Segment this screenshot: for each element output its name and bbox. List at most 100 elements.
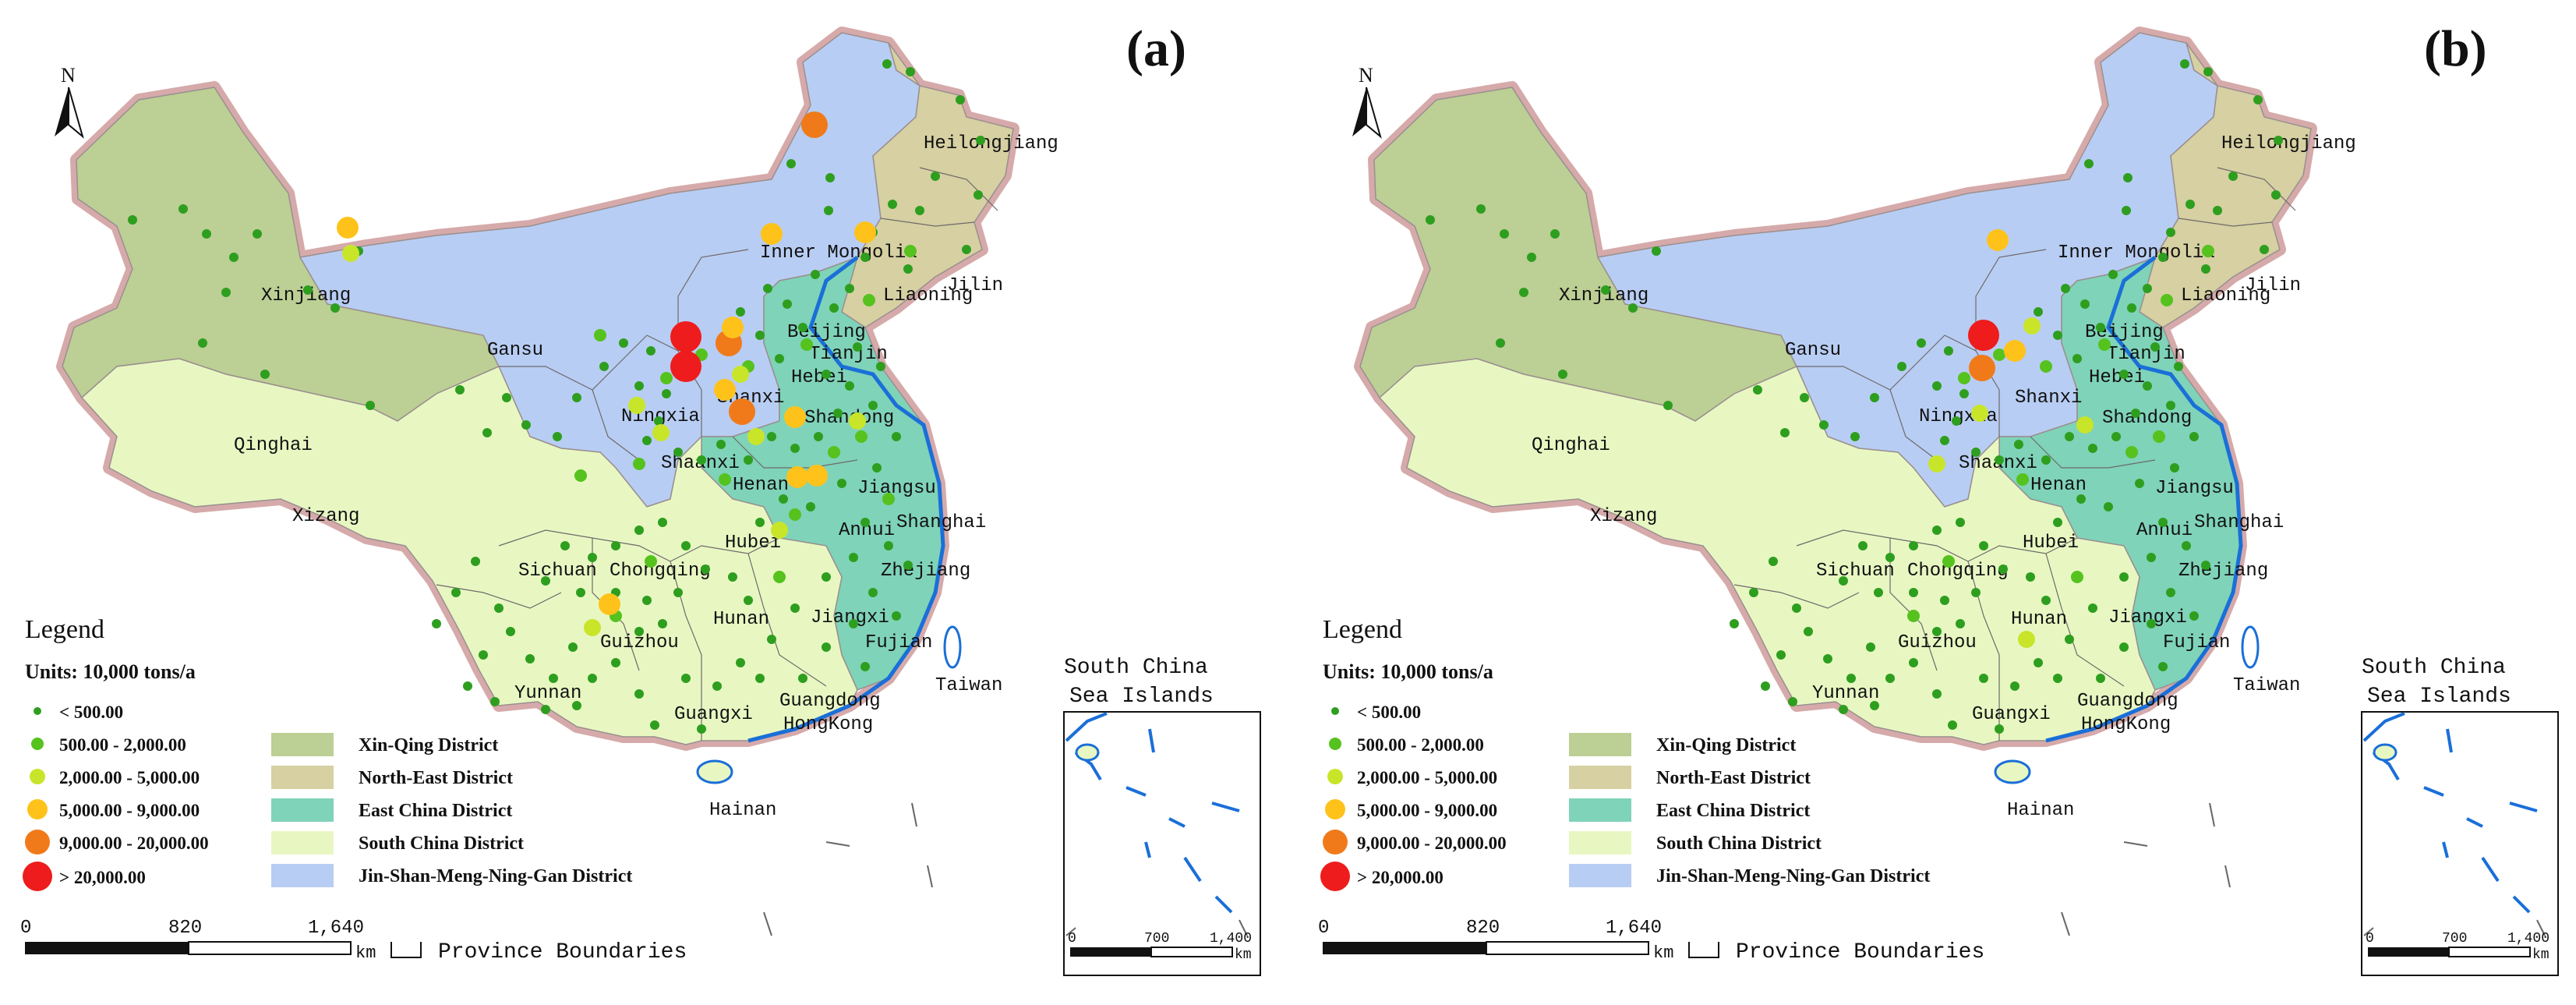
site-marker (670, 351, 701, 382)
label-hongkong: HongKong (783, 714, 873, 735)
sea-boundary-marks (763, 802, 933, 936)
site-marker (2004, 340, 2026, 362)
site-dots-small (128, 59, 985, 734)
north-arrow: N (55, 64, 84, 139)
label-hainan: Hainan (709, 800, 776, 821)
panel-tag-b: (b) (2424, 20, 2487, 77)
legend-districts: Xin-Qing District North-East District Ea… (1569, 733, 1930, 887)
coastline (2045, 256, 2243, 743)
label-hebei: Hebei (791, 367, 847, 388)
site-marker (584, 619, 601, 636)
label-liaoning: Liaoning (2181, 285, 2270, 306)
legend-units: Units: 10,000 tons/a (25, 660, 196, 683)
site-marker (729, 398, 755, 425)
label-qinghai: Qinghai (234, 435, 313, 456)
svg-text:9,000.00 - 20,000.00: 9,000.00 - 20,000.00 (1357, 833, 1507, 853)
site-marker (1928, 455, 1945, 472)
svg-text:Xin-Qing District: Xin-Qing District (359, 735, 498, 756)
hainan-island (1994, 759, 2031, 784)
site-marker (2076, 416, 2094, 433)
legend-districts: Xin-Qing District North-East District Ea… (271, 733, 632, 887)
label-shanxi: Shanxi (2015, 387, 2082, 409)
label-jilin: Jilin (947, 275, 1003, 296)
site-marker (337, 217, 359, 239)
label-jiangsu: Jiangsu (2155, 478, 2234, 499)
svg-text:South China District: South China District (1656, 833, 1822, 854)
svg-text:South China: South China (2362, 656, 2506, 680)
svg-text:North-East District: North-East District (1656, 768, 1811, 788)
site-marker (849, 412, 866, 430)
map-canvas: Heilongjiang Jilin Liaoning Inner Mongol… (1318, 20, 2559, 976)
site-marker (2023, 317, 2041, 334)
site-marker (784, 406, 806, 428)
site-marker (1987, 229, 2009, 251)
label-fujian: Fujian (865, 632, 932, 653)
svg-text:< 500.00: < 500.00 (59, 702, 123, 722)
label-yunnan: Yunnan (1812, 683, 1879, 704)
label-xizang: Xizang (292, 506, 359, 527)
site-marker (771, 522, 788, 539)
panel-tag-a: (a) (1126, 20, 1186, 77)
svg-text:2,000.00 - 5,000.00: 2,000.00 - 5,000.00 (59, 768, 200, 787)
label-shanghai: Shanghai (2194, 512, 2284, 533)
label-xizang: Xizang (1590, 506, 1657, 527)
svg-text:1,640: 1,640 (308, 918, 364, 939)
svg-text:0: 0 (1068, 931, 1076, 947)
svg-text:700: 700 (2442, 931, 2467, 947)
site-marker (1969, 355, 1995, 381)
map-canvas: Heilongjiang Jilin Liaoning Inner Mongol… (20, 20, 1261, 976)
inset-south-china-sea: South China Sea Islands 0 700 1,400 km (2361, 656, 2559, 976)
svg-text:N: N (1359, 64, 1373, 87)
label-hubei: Hubei (725, 533, 781, 554)
legend-title: Legend (25, 615, 104, 644)
svg-text:1,400: 1,400 (2507, 931, 2549, 947)
label-hebei: Hebei (2089, 367, 2145, 388)
legend-size-classes: < 500.00 500.00 - 2,000.00 2,000.00 - 5,… (1320, 702, 1507, 891)
label-sichuan: Sichuan (1816, 561, 1895, 582)
svg-text:5,000.00 - 9,000.00: 5,000.00 - 9,000.00 (59, 801, 200, 820)
label-taiwan: Taiwan (935, 675, 1002, 696)
svg-text:0: 0 (20, 918, 31, 939)
svg-text:East China District: East China District (359, 801, 512, 821)
label-fujian: Fujian (2163, 632, 2230, 653)
label-inner-mongolia: Inner Mongolia (2058, 242, 2215, 264)
label-gansu: Gansu (1785, 340, 1841, 361)
label-hongkong: HongKong (2081, 714, 2171, 735)
svg-text:East China District: East China District (1656, 801, 1810, 821)
north-arrow: N (1352, 64, 1382, 139)
label-liaoning: Liaoning (883, 285, 973, 306)
label-shanghai: Shanghai (896, 512, 986, 533)
svg-text:Jin-Shan-Meng-Ning-Gan Distric: Jin-Shan-Meng-Ning-Gan District (359, 866, 632, 886)
svg-text:Jin-Shan-Meng-Ning-Gan Distric: Jin-Shan-Meng-Ning-Gan District (1656, 866, 1930, 886)
site-marker (670, 321, 701, 352)
svg-text:2,000.00 - 5,000.00: 2,000.00 - 5,000.00 (1357, 768, 1497, 787)
label-qinghai: Qinghai (1532, 435, 1610, 456)
label-chongqing: Chongqing (610, 561, 711, 582)
label-guangxi: Guangxi (1972, 704, 2051, 725)
site-marker (714, 379, 736, 401)
svg-text:Province Boundaries: Province Boundaries (438, 940, 687, 964)
site-marker (761, 223, 783, 245)
site-marker (1971, 405, 1988, 422)
map-panel-a: Heilongjiang Jilin Liaoning Inner Mongol… (0, 0, 1278, 1005)
site-markers-a (337, 111, 876, 636)
svg-text:km: km (355, 943, 376, 963)
district-north-east (841, 42, 1014, 328)
svg-text:820: 820 (168, 918, 202, 939)
place-labels: Heilongjiang Jilin Liaoning Inner Mongol… (234, 133, 1058, 821)
map-panel-b: Heilongjiang Jilin Liaoning Inner Mongol… (1298, 0, 2576, 1005)
label-hainan: Hainan (2007, 800, 2074, 821)
label-guangdong: Guangdong (2077, 691, 2178, 712)
scale-bar: 0 820 1,640 km Province Boundaries (20, 918, 687, 964)
legend-title: Legend (1323, 615, 1402, 644)
label-guangdong: Guangdong (779, 691, 881, 712)
label-jilin: Jilin (2245, 275, 2301, 296)
label-heilongjiang: Heilongjiang (924, 133, 1058, 154)
legend: Legend Units: 10,000 tons/a < 500.00 500… (23, 615, 632, 891)
svg-text:km: km (1653, 943, 1673, 963)
svg-text:N: N (61, 64, 76, 87)
svg-text:< 500.00: < 500.00 (1357, 702, 1421, 722)
label-henan: Henan (2030, 475, 2087, 496)
label-shandong: Shandong (2102, 408, 2192, 429)
label-heilongjiang: Heilongjiang (2221, 133, 2356, 154)
